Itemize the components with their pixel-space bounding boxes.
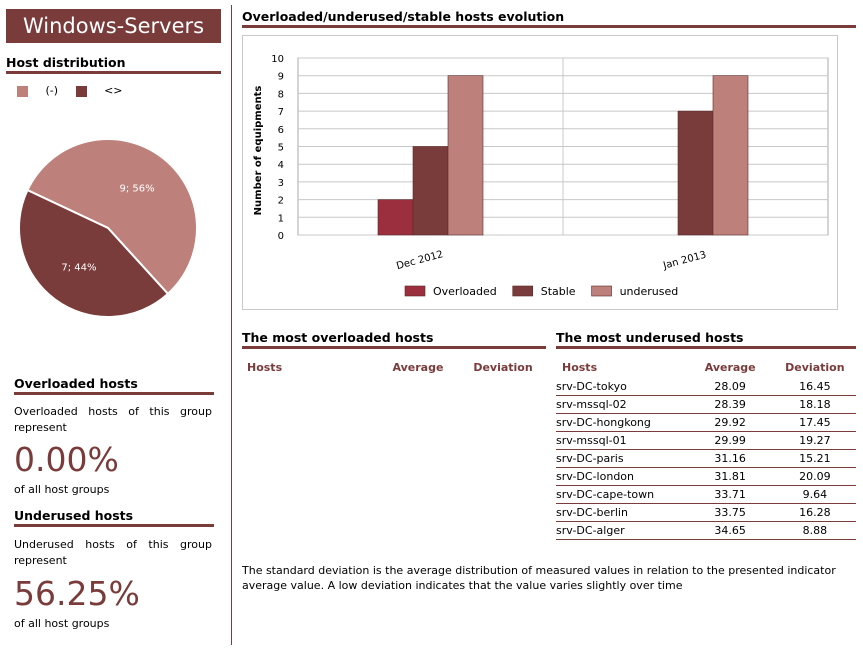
host-deviation: 8.88 — [773, 521, 856, 540]
pie-legend: (-) <> — [17, 84, 123, 97]
evolution-bar-chart: 0 1 2 3 4 5 6 7 8 9 10 Dec 2012 Jan 2013 Number of eq… — [253, 54, 829, 298]
bar-stable-1 — [677, 110, 714, 236]
legend-label-underused: underused — [620, 285, 679, 298]
y-tick-label: 1 — [278, 213, 284, 224]
y-tick-label: 2 — [278, 196, 284, 207]
host-deviation: 20.09 — [773, 467, 856, 486]
host-average: 29.99 — [686, 431, 774, 450]
host-average: 28.09 — [686, 378, 774, 396]
pie-slice-0 — [26, 138, 198, 296]
underused-percent: 56.25% — [14, 574, 140, 613]
host-name: srv-DC-alger — [556, 521, 687, 540]
host-deviation: 15.21 — [773, 449, 856, 468]
host-average: 28.39 — [686, 395, 774, 414]
host-deviation: 18.18 — [773, 395, 856, 414]
pie-slice-label-1: 7; 44% — [61, 262, 96, 273]
y-tick-label: 9 — [278, 72, 284, 83]
most-underused-table: Hosts Average Deviation srv-DC-tokyo 28.0… — [556, 357, 856, 540]
evolution-chart-frame — [242, 35, 838, 310]
y-tick-label: 0 — [278, 231, 284, 242]
legend-label-overloaded: Overloaded — [433, 285, 497, 298]
host-average: 31.16 — [686, 449, 774, 468]
most-overloaded-heading: The most overloaded hosts — [242, 330, 546, 349]
overloaded-percent: 0.00% — [14, 440, 119, 479]
table-row: srv-DC-hongkong 29.92 17.45 — [556, 413, 856, 432]
x-tick-label: Dec 2012 — [395, 249, 444, 272]
host-name: srv-DC-tokyo — [556, 378, 687, 396]
table-row: srv-DC-london 31.81 20.09 — [556, 467, 856, 486]
bar-overloaded-0 — [377, 199, 414, 236]
legend-label-other: <> — [104, 84, 123, 97]
host-deviation: 16.45 — [773, 378, 856, 396]
y-tick-label: 7 — [278, 107, 284, 118]
host-deviation: 19.27 — [773, 431, 856, 450]
evolution-heading: Overloaded/underused/stable hosts evolut… — [242, 9, 856, 28]
most-underused-heading: The most underused hosts — [556, 330, 856, 349]
x-tick-label: Jan 2013 — [661, 250, 707, 272]
host-name: srv-DC-paris — [556, 449, 687, 468]
col-hosts: Hosts — [562, 361, 598, 374]
y-axis-label: Number of equipments — [253, 86, 264, 216]
table-row: srv-DC-berlin 33.75 16.28 — [556, 503, 856, 522]
host-name: srv-DC-cape-town — [556, 485, 687, 504]
col-deviation: Deviation — [473, 361, 533, 374]
y-tick-label: 3 — [278, 178, 284, 189]
table-row: srv-DC-cape-town 33.71 9.64 — [556, 485, 856, 504]
bar-stable-0 — [412, 146, 449, 236]
host-average: 31.81 — [686, 467, 774, 486]
host-deviation: 17.45 — [773, 413, 856, 432]
legend-label-stable: Stable — [541, 285, 576, 298]
host-deviation: 9.64 — [773, 485, 856, 504]
y-tick-label: 6 — [278, 125, 284, 136]
legend-swatch-stable — [512, 285, 534, 297]
host-name: srv-DC-hongkong — [556, 413, 687, 432]
bar-underused-0 — [447, 75, 484, 236]
bar-underused-1 — [712, 75, 749, 236]
pie-slice-label-0: 9; 56% — [120, 184, 155, 195]
legend-swatch-unknown — [17, 85, 28, 97]
host-name: srv-mssql-02 — [556, 395, 687, 414]
column-divider — [231, 5, 232, 645]
overloaded-suffix: of all host groups — [14, 483, 110, 496]
legend-swatch-other — [75, 85, 87, 97]
host-name: srv-DC-berlin — [556, 503, 687, 522]
underused-suffix: of all host groups — [14, 617, 110, 630]
host-deviation: 16.28 — [773, 503, 856, 522]
legend-swatch-overloaded — [404, 285, 426, 297]
table-row: srv-DC-alger 34.65 8.88 — [556, 521, 856, 540]
table-row: srv-DC-paris 31.16 15.21 — [556, 449, 856, 468]
table-row: srv-DC-tokyo 28.09 16.45 — [556, 378, 856, 396]
y-tick-label: 5 — [278, 143, 284, 154]
table-row: srv-mssql-01 29.99 19.27 — [556, 431, 856, 450]
host-name: srv-mssql-01 — [556, 431, 687, 450]
y-tick-label: 10 — [271, 54, 284, 65]
host-average: 34.65 — [686, 521, 774, 540]
legend-swatch-underused — [591, 285, 612, 297]
page-title: Windows-Servers — [6, 9, 221, 43]
host-average: 29.92 — [686, 413, 774, 432]
col-average: Average — [704, 361, 756, 374]
deviation-footnote: The standard deviation is the average di… — [242, 564, 836, 592]
host-distribution-heading: Host distribution — [6, 55, 221, 74]
underused-desc: Underused hosts of this group represent — [14, 538, 212, 567]
host-average: 33.75 — [686, 503, 774, 522]
col-hosts: Hosts — [247, 361, 283, 374]
host-name: srv-DC-london — [556, 467, 687, 486]
pie-slice-1 — [18, 188, 170, 318]
overloaded-desc: Overloaded hosts of this group represent — [14, 405, 212, 434]
overloaded-hosts-heading: Overloaded hosts — [14, 376, 214, 395]
table-row: srv-mssql-02 28.39 18.18 — [556, 395, 856, 414]
y-tick-label: 4 — [278, 160, 284, 171]
most-overloaded-table: Hosts Average Deviation — [246, 357, 542, 378]
col-deviation: Deviation — [785, 361, 845, 374]
host-average: 33.71 — [686, 485, 774, 504]
y-tick-label: 8 — [278, 89, 284, 100]
legend-label-unknown: (-) — [45, 84, 59, 97]
underused-hosts-heading: Underused hosts — [14, 508, 214, 527]
host-distribution-pie: 9; 56% 7; 44% — [18, 138, 198, 318]
col-average: Average — [392, 361, 444, 374]
